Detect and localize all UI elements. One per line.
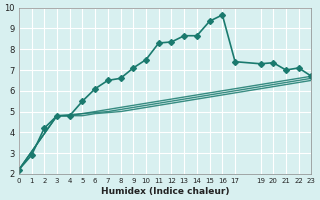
X-axis label: Humidex (Indice chaleur): Humidex (Indice chaleur) [101,187,229,196]
